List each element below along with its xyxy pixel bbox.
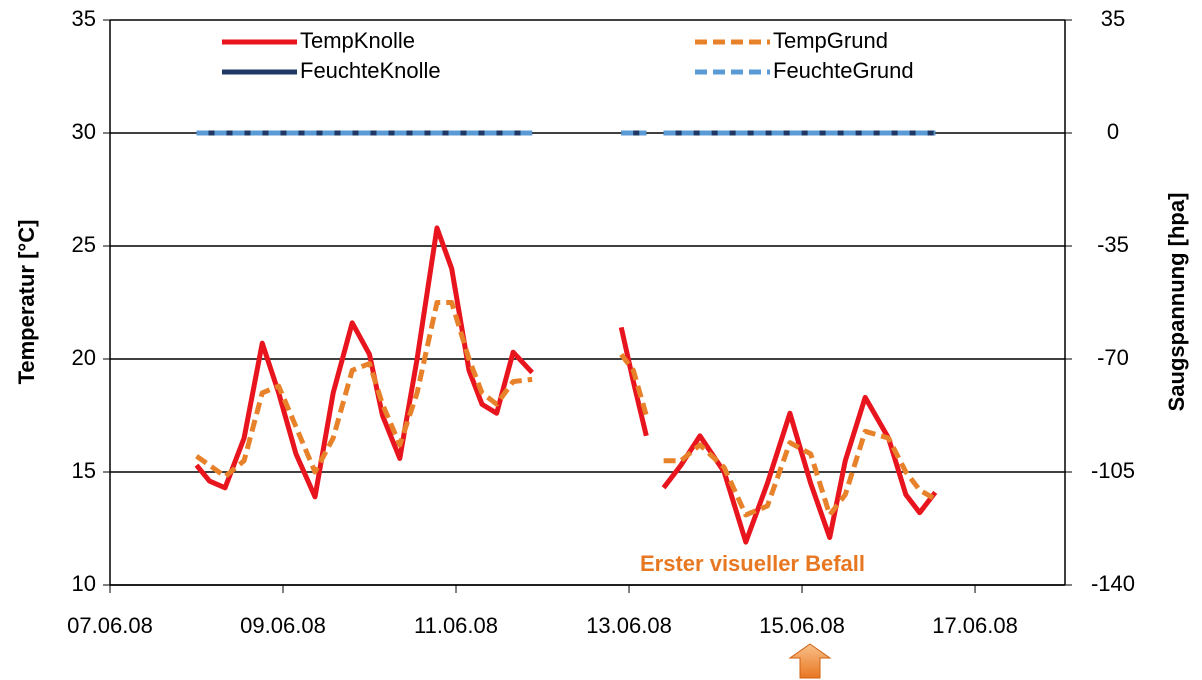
y-axis-title: Temperatur [°C]	[14, 220, 39, 385]
y2-axis-title: Saugspannung [hpa]	[1164, 193, 1189, 412]
series-line	[194, 225, 534, 500]
y-tick-label: 15	[72, 458, 96, 483]
y2-tick-label: -140	[1091, 571, 1135, 596]
series-line	[661, 394, 938, 545]
y-tick-label: 20	[72, 345, 96, 370]
legend-label: FeuchteKnolle	[300, 58, 441, 83]
y2-tick-label: 0	[1107, 119, 1119, 144]
series-line	[195, 300, 533, 480]
y2-tick-label: -70	[1097, 345, 1129, 370]
x-tick-label: 17.06.08	[932, 613, 1018, 638]
annotation: Erster visueller Befall	[640, 551, 865, 576]
x-tick-label: 07.06.08	[67, 613, 153, 638]
x-tick-label: 13.06.08	[586, 613, 672, 638]
series-line	[619, 352, 649, 417]
arrow-icon	[788, 643, 832, 679]
x-tick-label: 09.06.08	[240, 613, 326, 638]
legend-label: TempGrund	[773, 28, 888, 53]
y-tick-label: 10	[72, 571, 96, 596]
legend-label: FeuchteGrund	[773, 58, 914, 83]
legend-label: TempKnolle	[300, 28, 415, 53]
y-tick-label: 30	[72, 119, 96, 144]
y2-tick-label: 35	[1101, 6, 1125, 31]
x-tick-label: 15.06.08	[759, 613, 845, 638]
y-tick-label: 25	[72, 232, 96, 257]
x-tick-label: 11.06.08	[414, 613, 498, 638]
series-line	[663, 428, 937, 518]
series-line	[618, 326, 649, 437]
y-tick-label: 35	[72, 6, 96, 31]
y2-tick-label: -105	[1091, 458, 1135, 483]
y2-tick-label: -35	[1097, 232, 1129, 257]
